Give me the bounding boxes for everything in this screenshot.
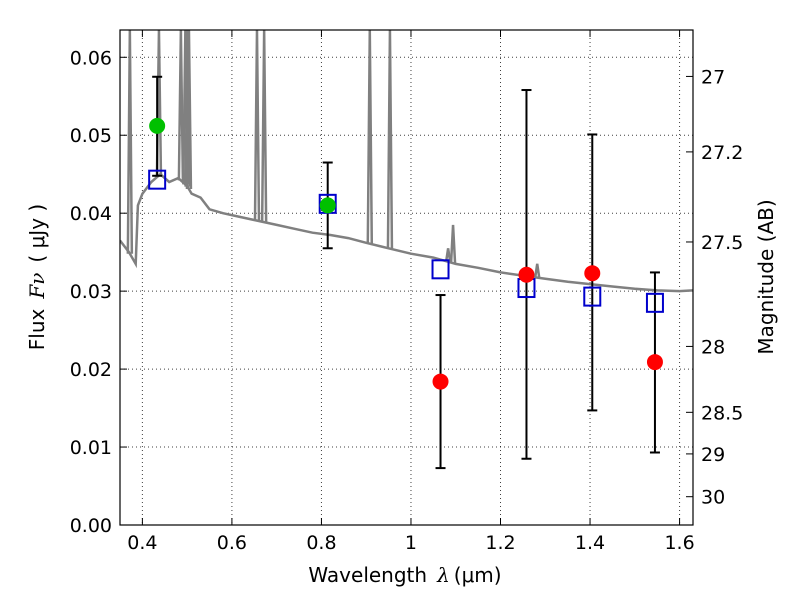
right-tick-label: 27.2 bbox=[701, 142, 743, 164]
emission-line bbox=[533, 263, 541, 278]
tick-layer bbox=[120, 30, 693, 526]
model-photometry-square bbox=[583, 286, 602, 307]
right-tick-label: 30 bbox=[701, 487, 725, 509]
y-tick-labels: 0.00 0.01 0.02 0.03 0.04 0.05 0.06 bbox=[70, 47, 112, 537]
emission-line bbox=[253, 30, 261, 221]
emission-line bbox=[386, 30, 394, 249]
x-tick-label: 1.6 bbox=[664, 532, 694, 554]
right-tick-label: 27.5 bbox=[701, 232, 743, 254]
right-tick-labels: 27 27.2 27.5 28 28.5 29 30 bbox=[701, 66, 743, 508]
emission-line bbox=[184, 30, 191, 187]
y-tick-label: 0.06 bbox=[70, 47, 112, 69]
x-tick-label: 1 bbox=[405, 532, 417, 554]
x-tick-label: 0.8 bbox=[306, 532, 336, 554]
x-tick-label: 0.6 bbox=[217, 532, 247, 554]
model-photometry-square bbox=[148, 169, 167, 190]
right-tick-label: 28 bbox=[701, 336, 725, 358]
marker-layer bbox=[148, 117, 664, 390]
plot-frame bbox=[119, 29, 694, 526]
x-tick-label: 1.4 bbox=[575, 532, 605, 554]
emission-line bbox=[126, 30, 134, 254]
observed-point-red bbox=[432, 373, 449, 390]
observed-point-red bbox=[646, 354, 663, 371]
y-axis-label: FluxFν( μJy ) bbox=[25, 204, 49, 350]
emission-line bbox=[449, 224, 457, 264]
model-spectrum-line bbox=[120, 172, 693, 293]
y-tick-label: 0.04 bbox=[70, 203, 112, 225]
right-tick-label: 28.5 bbox=[701, 402, 743, 424]
y-tick-label: 0.02 bbox=[70, 359, 112, 381]
x-axis-label: Wavelength λ (μm) bbox=[308, 563, 501, 587]
x-tick-label: 0.4 bbox=[127, 532, 157, 554]
x-tick-label: 1.2 bbox=[485, 532, 515, 554]
y-tick-label: 0.03 bbox=[70, 281, 112, 303]
spectrum-layer bbox=[120, 172, 693, 293]
model-photometry-square bbox=[645, 292, 664, 313]
grid bbox=[120, 30, 693, 525]
observed-point-red bbox=[518, 266, 535, 283]
emission-lines-layer bbox=[126, 30, 541, 278]
right-axis-label: Magnitude (AB) bbox=[754, 199, 778, 354]
observed-point-green bbox=[149, 117, 166, 134]
emission-line bbox=[260, 30, 268, 223]
y-tick-label: 0.05 bbox=[70, 125, 112, 147]
observed-point-red bbox=[584, 265, 601, 282]
x-tick-labels: 0.4 0.6 0.8 1 1.2 1.4 1.6 bbox=[127, 532, 694, 554]
emission-line bbox=[366, 30, 374, 244]
emission-line bbox=[444, 248, 452, 262]
observed-point-green bbox=[319, 197, 336, 214]
y-tick-label: 0.00 bbox=[70, 515, 112, 537]
emission-line bbox=[185, 30, 193, 190]
emission-line bbox=[177, 30, 185, 181]
y-tick-label: 0.01 bbox=[70, 437, 112, 459]
model-photometry-square bbox=[431, 259, 450, 280]
right-tick-label: 27 bbox=[701, 66, 725, 88]
right-tick-label: 29 bbox=[701, 444, 725, 466]
